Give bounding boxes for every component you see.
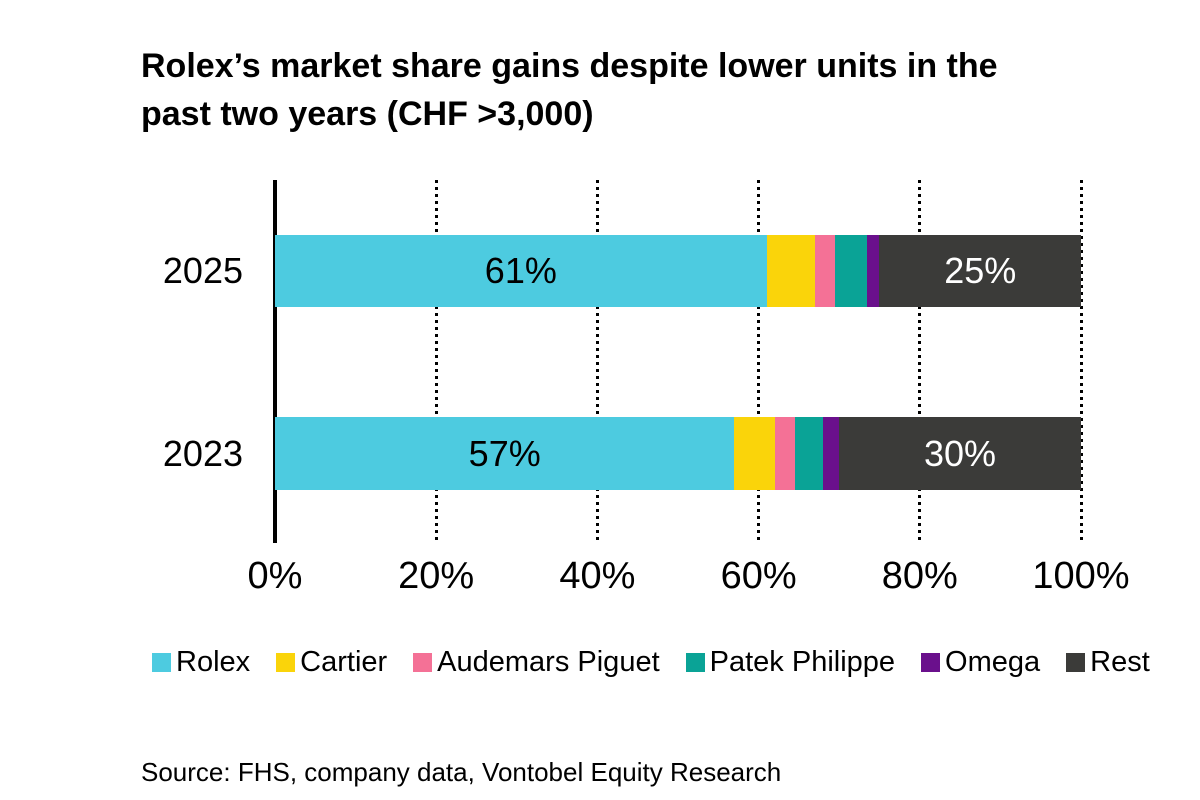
- legend-swatch-omega: [921, 653, 941, 672]
- gridline-100: [1079, 180, 1083, 543]
- bar-segment-rest: 25%: [879, 235, 1081, 307]
- bar-label-rolex: 61%: [484, 250, 557, 291]
- x-tick-label: 40%: [559, 555, 636, 597]
- x-tick-label: 80%: [881, 555, 958, 597]
- x-tick-label: 20%: [398, 555, 475, 597]
- legend-swatch-rest: [1066, 653, 1086, 672]
- bar-segment-rolex: 57%: [275, 417, 735, 490]
- bar-segment-audemars-piguet: [815, 235, 836, 307]
- plot-area: 0% 20% 40% 60% 80% 100% 61% 25% 2025 57% 30% 2023: [163, 180, 1130, 596]
- legend-label-cartier: Cartier: [300, 646, 388, 678]
- bar-row-2023: 57% 30%: [275, 417, 1081, 490]
- bar-segment-rolex: 61%: [275, 235, 767, 307]
- bar-segment-patek-philippe: [794, 417, 824, 490]
- legend-label-rest: Rest: [1090, 646, 1150, 678]
- bar-segment-cartier: [766, 235, 816, 307]
- legend-item-audemars-piguet: Audemars Piguet: [413, 646, 660, 679]
- y-axis-line: [273, 180, 277, 543]
- legend-item-cartier: Cartier: [276, 646, 387, 679]
- chart-title: Rolex’s market share gains despite lower…: [141, 42, 1101, 138]
- x-tick-label: 0%: [247, 555, 303, 597]
- gridline-40: [595, 180, 599, 543]
- legend-swatch-audemars-piguet: [413, 653, 433, 672]
- legend-label-patek-philippe: Patek Philippe: [709, 646, 896, 678]
- legend-item-patek-philippe: Patek Philippe: [685, 646, 896, 679]
- legend-swatch-rolex: [152, 653, 171, 672]
- bar-segment-patek-philippe: [835, 235, 868, 307]
- category-label-2025: 2025: [162, 250, 243, 291]
- legend-item-rest: Rest: [1066, 646, 1150, 679]
- chart-title-line-1: Rolex’s market share gains despite lower…: [141, 47, 998, 85]
- bar-segment-omega: [867, 235, 880, 307]
- x-tick-label: 100%: [1032, 555, 1130, 597]
- legend-item-rolex: Rolex: [152, 646, 250, 679]
- x-tick-label: 60%: [720, 555, 797, 597]
- source-note: Source: FHS, company data, Vontobel Equi…: [141, 757, 782, 787]
- bar-row-2025: 61% 25%: [275, 235, 1081, 307]
- legend-item-omega: Omega: [921, 646, 1040, 679]
- legend-swatch-patek-philippe: [685, 653, 705, 672]
- category-label-2023: 2023: [162, 432, 243, 474]
- bar-segment-audemars-piguet: [774, 417, 795, 490]
- legend-label-rolex: Rolex: [176, 646, 251, 678]
- gridline-20: [434, 180, 438, 543]
- bar-segment-omega: [823, 417, 840, 490]
- gridline-80: [918, 180, 922, 543]
- bar-label-rest: 30%: [924, 432, 997, 474]
- gridline-60: [757, 180, 761, 543]
- bar-segment-cartier: [734, 417, 775, 490]
- bar-segment-rest: 30%: [839, 417, 1081, 490]
- legend-label-omega: Omega: [945, 646, 1041, 678]
- bar-label-rolex: 57%: [468, 432, 541, 474]
- bar-label-rest: 25%: [944, 250, 1017, 291]
- legend-swatch-cartier: [276, 653, 296, 672]
- legend: Rolex Cartier Audemars Piguet Patek Philipp…: [152, 646, 1152, 679]
- legend-label-audemars-piguet: Audemars Piguet: [437, 646, 660, 678]
- chart-title-line-2: past two years (CHF >3,000): [141, 95, 594, 133]
